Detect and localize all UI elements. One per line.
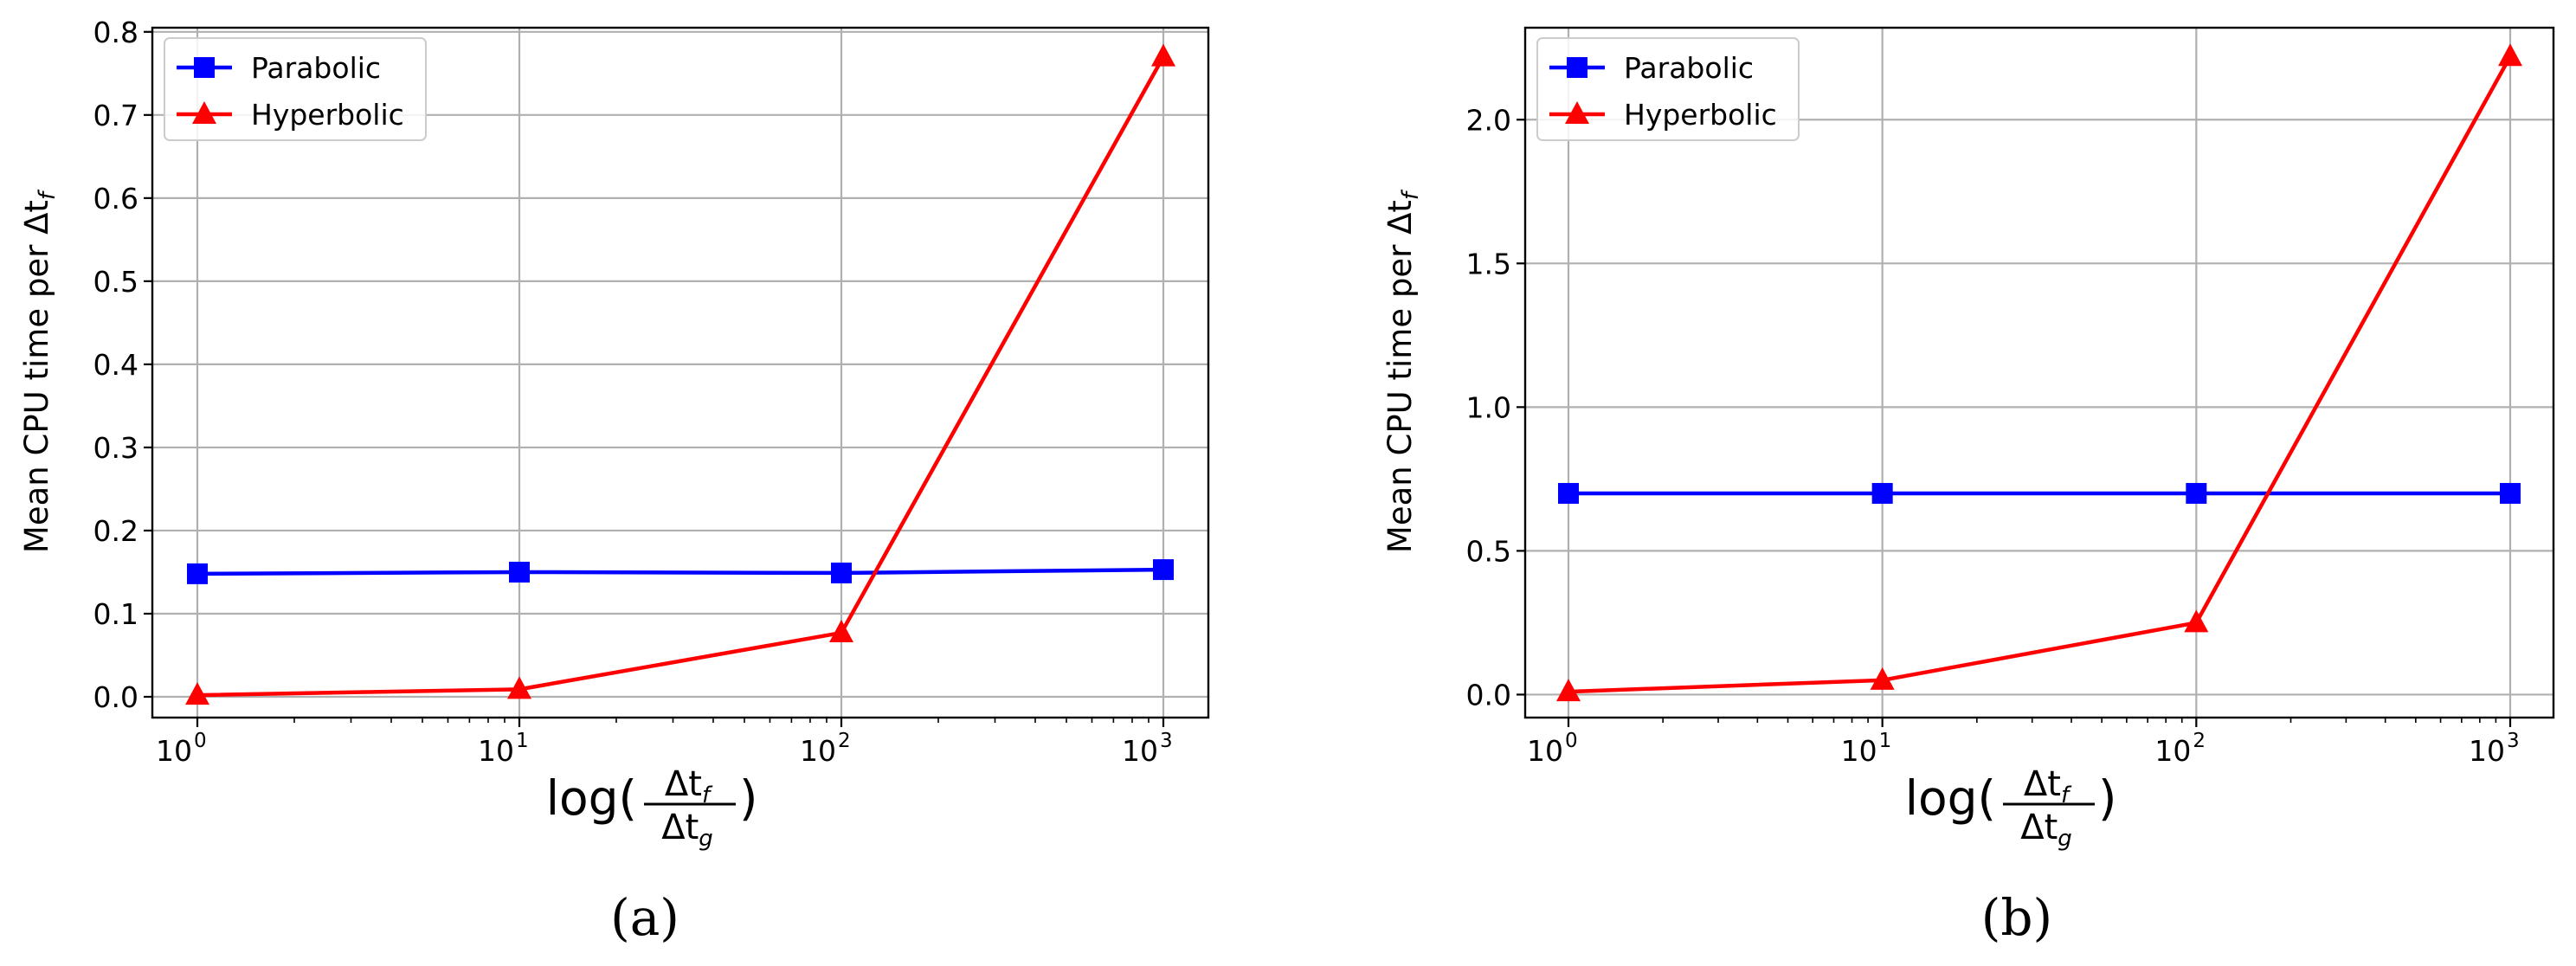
legend-label: Hyperbolic — [1624, 98, 1777, 132]
data-point-hyperbolic — [1556, 679, 1581, 702]
legend-marker-square — [194, 57, 215, 78]
series-line-parabolic — [196, 567, 1164, 576]
y-axis-label-text: Mean CPU time per Δt — [18, 200, 55, 553]
x-tick-base: 10 — [800, 734, 836, 768]
x-axis-label-numerator: Δtf — [2024, 764, 2072, 808]
x-axis-label-suffix: ) — [2098, 770, 2116, 826]
data-point-parabolic — [831, 562, 852, 583]
legend-marker-square — [1567, 57, 1587, 78]
x-axis-label-num-text: Δt — [665, 764, 702, 804]
legend-label: Parabolic — [1624, 51, 1754, 85]
x-tick-base: 10 — [1527, 734, 1563, 768]
y-tick-label: 0.8 — [93, 16, 138, 49]
data-point-hyperbolic — [1151, 43, 1175, 67]
panel-caption: (a) — [610, 888, 679, 947]
y-tick-label: 0.2 — [93, 514, 138, 548]
y-tick-label: 0.4 — [93, 348, 138, 382]
x-tick-exponent: 3 — [1160, 730, 1173, 752]
x-tick-label: 10 0 — [1527, 730, 1578, 768]
plot-frame — [1523, 26, 2555, 719]
y-tick-label: 0.3 — [93, 431, 138, 465]
y-tick-label: 0.0 — [1466, 678, 1511, 712]
y-tick-label: 0.7 — [93, 99, 138, 132]
y-tick-label: 1.5 — [1466, 247, 1511, 280]
legend-marker-triangle — [1565, 101, 1589, 124]
legend-marker-triangle — [192, 101, 216, 124]
x-tick-base: 10 — [156, 734, 192, 768]
legend: Parabolic Hyperbolic — [164, 37, 427, 141]
chart-panel-b: 0.00.51.01.52.010 0 10 1 10 2 10 3ParabolicHype… — [1381, 26, 2555, 947]
data-point-hyperbolic — [2184, 609, 2209, 633]
x-axis-label-denominator: Δtg — [2020, 808, 2072, 852]
y-tick-label: 0.0 — [93, 680, 138, 714]
x-axis-label-numerator: Δtf — [665, 764, 713, 808]
x-tick-base: 10 — [478, 734, 514, 768]
legend: Parabolic Hyperbolic — [1536, 37, 1800, 141]
x-tick-label: 10 3 — [1122, 730, 1173, 768]
x-tick-label: 10 2 — [2154, 730, 2206, 768]
y-axis-label-text: Mean CPU time per Δt — [1381, 200, 1419, 553]
x-tick-base: 10 — [2469, 734, 2505, 768]
y-tick-label: 0.5 — [1466, 534, 1511, 568]
x-axis-label-denominator: Δtg — [661, 808, 713, 852]
x-tick-exponent: 0 — [194, 730, 207, 752]
series-line-hyperbolic — [1568, 55, 2512, 694]
panel-caption: (b) — [1981, 888, 2052, 947]
y-axis-label-subscript: f — [35, 189, 61, 200]
data-point-hyperbolic — [1870, 667, 1895, 690]
x-tick-exponent: 0 — [1565, 730, 1578, 752]
chart-panel-a: 0.00.10.20.30.40.50.60.70.810 0 10 1 10 2 10 3P… — [18, 16, 1210, 947]
data-point-hyperbolic — [185, 682, 209, 705]
legend-label: Parabolic — [251, 51, 381, 85]
x-axis-label-suffix: ) — [739, 770, 757, 826]
data-point-parabolic — [187, 563, 208, 584]
legend-label: Hyperbolic — [251, 98, 404, 132]
y-axis-label: Mean CPU time per Δtf — [18, 189, 61, 553]
x-axis-label-den-sub: g — [2058, 826, 2072, 852]
y-tick-label: 2.0 — [1466, 103, 1511, 137]
x-tick-base: 10 — [1122, 734, 1158, 768]
x-tick-label: 10 2 — [800, 730, 851, 768]
x-tick-base: 10 — [1841, 734, 1877, 768]
x-tick-label: 10 0 — [156, 730, 207, 768]
x-tick-exponent: 1 — [516, 730, 529, 752]
x-tick-exponent: 3 — [2507, 730, 2520, 752]
y-tick-label: 0.5 — [93, 265, 138, 299]
data-point-parabolic — [2500, 482, 2521, 504]
data-point-parabolic — [2186, 482, 2207, 504]
y-axis-label-subscript: f — [1398, 189, 1424, 200]
data-point-parabolic — [1558, 482, 1579, 504]
data-point-parabolic — [1871, 482, 1893, 504]
y-tick-label: 1.0 — [1466, 390, 1511, 424]
x-axis-label-den-sub: g — [699, 826, 713, 852]
x-axis-label-den-text: Δt — [2020, 808, 2058, 847]
x-tick-label: 10 1 — [1841, 730, 1892, 768]
x-tick-exponent: 2 — [2193, 730, 2206, 752]
x-axis-label-prefix: log( — [546, 770, 637, 826]
x-tick-label: 10 3 — [2469, 730, 2520, 768]
data-point-hyperbolic — [2498, 43, 2522, 67]
x-tick-exponent: 1 — [1879, 730, 1892, 752]
data-point-parabolic — [509, 561, 530, 583]
y-tick-label: 0.1 — [93, 597, 138, 631]
y-tick-label: 0.6 — [93, 182, 138, 216]
plot-frame — [151, 26, 1210, 719]
x-tick-exponent: 2 — [838, 730, 851, 752]
x-tick-label: 10 1 — [478, 730, 529, 768]
x-tick-base: 10 — [2154, 734, 2191, 768]
series-line-hyperbolic — [196, 55, 1165, 698]
x-axis-label-prefix: log( — [1905, 770, 1996, 826]
y-axis-label: Mean CPU time per Δtf — [1381, 189, 1424, 553]
data-point-hyperbolic — [829, 620, 853, 643]
data-point-hyperbolic — [507, 676, 531, 699]
data-point-parabolic — [1153, 559, 1174, 581]
x-axis-label-den-text: Δt — [661, 808, 699, 847]
x-axis-label-num-text: Δt — [2024, 764, 2061, 804]
